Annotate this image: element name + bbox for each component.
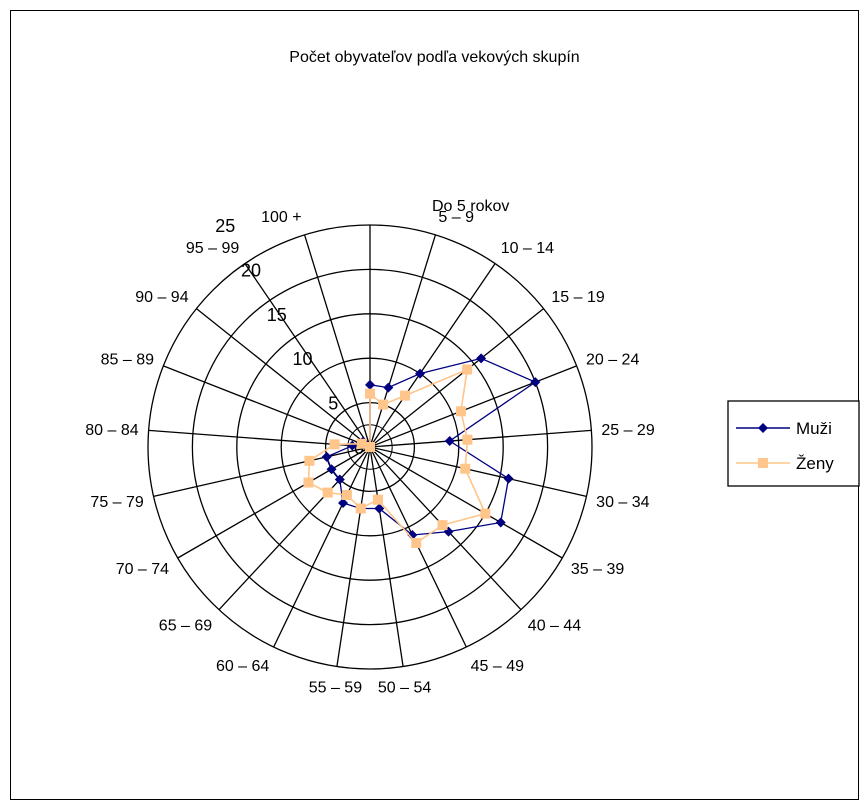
category-label: 70 – 74 [116,561,169,578]
axis-spoke [369,234,437,448]
data-point [383,382,394,393]
data-point [341,490,352,501]
data-point [322,487,333,498]
category-label: 10 – 14 [501,240,554,257]
category-label: 80 – 84 [85,422,138,439]
data-point [400,390,411,401]
axis-spoke [369,365,577,448]
category-label: 65 – 69 [159,617,212,634]
data-point [415,368,426,379]
data-point [304,455,315,466]
legend-marker [758,458,768,468]
tick-label: 20 [241,260,261,280]
data-point [444,436,455,447]
data-point [530,377,541,388]
axis-spoke [196,308,371,448]
axis-spoke [369,446,404,667]
tick-label: 5 [328,394,338,414]
chart-title: Počet obyvateľov podľa vekových skupín [289,49,580,66]
category-label: 90 – 94 [135,289,188,306]
legend-label: Ženy [796,454,834,473]
axis-spoke [369,446,563,559]
category-label: 5 – 9 [438,209,474,226]
category-label: 30 – 34 [596,494,649,511]
category-label: 35 – 39 [571,561,624,578]
category-label: 15 – 19 [551,289,604,306]
axis-spoke [218,446,371,611]
axis-spoke [153,446,371,498]
axis-spoke [336,446,371,667]
data-point [460,463,471,474]
category-label: 20 – 24 [586,352,639,369]
data-point [503,473,514,484]
axis-spoke [369,446,587,498]
data-point [374,503,385,514]
data-point [462,364,473,375]
data-point [378,399,389,410]
category-label: 60 – 64 [216,658,269,675]
axis-spoke [244,263,371,448]
data-point [437,520,448,531]
category-label: Do 5 rokov [432,198,509,215]
category-label: 40 – 44 [528,617,581,634]
data-point [365,442,375,452]
tick-label: 10 [292,349,312,369]
axis-spoke [369,308,544,448]
category-label: 100 + [261,209,301,226]
data-point [303,477,314,488]
category-label: 50 – 54 [378,679,431,696]
data-point [329,439,340,450]
legend-marker [758,423,768,433]
axis-spoke [369,263,496,448]
data-point [455,406,466,417]
tick-label: 25 [215,216,235,236]
legend-label: Muži [796,419,832,438]
data-point [321,451,332,462]
category-label: 45 – 49 [471,658,524,675]
data-point [326,464,337,475]
data-point [407,530,418,541]
data-point [355,503,366,514]
tick-label: 15 [267,305,287,325]
axis-spoke [177,446,371,559]
data-point [365,388,375,399]
axis-spoke [273,446,371,648]
axis-spoke [303,234,371,448]
category-label: 25 – 29 [601,422,654,439]
data-point [411,538,422,549]
category-label: 75 – 79 [90,494,143,511]
data-point [356,438,367,449]
data-point [495,517,506,528]
data-point [372,494,383,505]
data-point [476,353,487,364]
data-point [480,508,491,519]
data-point [365,379,375,390]
category-label: 95 – 99 [186,240,239,257]
axis-spoke [163,365,371,448]
category-label: 85 – 89 [101,352,154,369]
data-point [334,474,345,485]
legend-box [727,400,860,487]
data-point [338,498,349,509]
data-point [462,434,473,445]
axis-spoke [369,429,592,448]
category-label: 55 – 59 [309,679,362,696]
